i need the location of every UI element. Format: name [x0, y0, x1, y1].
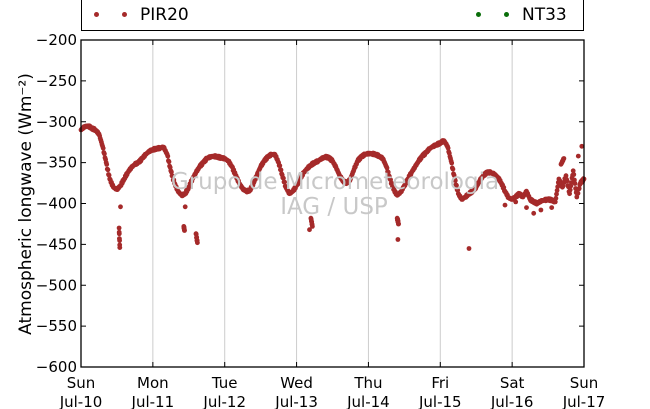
data-point-pir20 — [395, 237, 401, 242]
data-point-pir20 — [552, 199, 558, 205]
data-point-pir20 — [553, 195, 559, 201]
x-axis: SunJul-10MonJul-11TueJul-12WedJul-13ThuJ… — [59, 40, 606, 409]
data-point-pir20 — [466, 246, 472, 251]
data-point-pir20 — [524, 205, 529, 211]
data-point-pir20 — [531, 210, 537, 216]
data-point-pir20 — [310, 224, 315, 229]
data-point-pir20 — [282, 179, 287, 185]
legend-label-nt33: NT33 — [522, 5, 567, 25]
data-point-pir20 — [104, 162, 110, 167]
x-tick-label-day: Fri — [431, 374, 449, 392]
data-point-pir20 — [567, 187, 573, 193]
x-tick-label-day: Sat — [500, 374, 525, 392]
data-point-pir20 — [575, 153, 581, 159]
y-tick-label: −450 — [36, 235, 77, 253]
legend-entry-nt33: NT33 — [476, 1, 567, 29]
data-point-pir20 — [561, 156, 567, 161]
data-point-pir20 — [572, 181, 578, 186]
data-point-pir20 — [166, 159, 172, 165]
data-point-pir20 — [195, 240, 200, 246]
y-axis: −200 −250 −300 −350 −400 −450 −500 −550 −600 — [36, 31, 584, 376]
data-point-pir20 — [554, 188, 560, 193]
x-tick-label-date: Jul-12 — [202, 393, 246, 409]
data-point-pir20 — [549, 205, 555, 211]
data-point-pir20 — [554, 191, 559, 197]
data-point-pir20 — [117, 238, 122, 243]
data-point-pir20 — [567, 191, 572, 197]
data-point-pir20 — [106, 172, 112, 178]
y-tick-label: −400 — [36, 195, 77, 213]
watermark-line-2: IAG / USP — [280, 194, 388, 220]
data-point-pir20 — [513, 199, 519, 205]
data-point-pir20 — [560, 183, 566, 189]
x-tick-label-day: Tue — [211, 374, 238, 392]
data-point-pir20 — [396, 221, 401, 227]
watermark-line-1: Grupo de Micrometeorologia — [171, 169, 499, 195]
data-point-pir20 — [118, 204, 123, 210]
x-tick-label-date: Jul-10 — [59, 393, 103, 409]
x-tick-label-date: Jul-11 — [131, 393, 175, 409]
data-point-pir20 — [571, 172, 577, 177]
y-axis-label: Atmospheric longwave (Wm⁻²) — [16, 73, 36, 335]
data-point-pir20 — [445, 145, 451, 151]
y-tick-label: −300 — [36, 113, 77, 131]
data-point-pir20 — [169, 169, 174, 175]
legend-label-pir20: PIR20 — [140, 5, 189, 25]
legend-marker-nt33 — [476, 10, 510, 20]
data-point-pir20 — [451, 172, 457, 178]
data-point-pir20 — [278, 167, 284, 173]
legend: PIR20 NT33 — [81, 0, 584, 31]
data-point-pir20 — [105, 167, 111, 173]
y-tick-label: −600 — [36, 358, 77, 376]
data-point-pir20 — [182, 228, 187, 233]
x-tick-label-day: Wed — [280, 374, 313, 392]
data-point-pir20 — [384, 165, 390, 171]
x-tick-label-date: Jul-15 — [418, 393, 462, 409]
y-tick-label: −500 — [36, 276, 77, 294]
x-tick-label-date: Jul-14 — [346, 393, 390, 409]
data-point-pir20 — [454, 183, 459, 188]
x-tick-label-date: Jul-13 — [274, 393, 318, 409]
data-point-pir20 — [452, 178, 458, 184]
x-tick-label-day: Sun — [570, 374, 599, 392]
data-point-pir20 — [502, 202, 508, 208]
legend-entry-pir20: PIR20 — [94, 1, 189, 29]
data-point-pir20 — [563, 173, 569, 179]
data-point-pir20 — [449, 160, 455, 166]
x-tick-label-date: Jul-17 — [562, 393, 606, 409]
data-point-pir20 — [170, 173, 176, 179]
data-point-pir20 — [116, 231, 122, 237]
y-tick-label: −250 — [36, 72, 77, 90]
data-point-pir20 — [555, 184, 561, 190]
x-tick-label-day: Thu — [353, 374, 382, 392]
data-point-pir20 — [538, 207, 544, 213]
watermark: Grupo de Micrometeorologia IAG / USP — [171, 169, 499, 220]
data-point-pir20 — [182, 204, 188, 210]
data-point-pir20 — [564, 178, 570, 184]
x-tick-label-date: Jul-16 — [490, 393, 534, 409]
data-point-pir20 — [579, 143, 585, 149]
y-tick-label: −550 — [36, 317, 77, 335]
data-point-pir20 — [450, 166, 456, 172]
data-point-pir20 — [102, 151, 107, 157]
data-point-pir20 — [570, 168, 576, 174]
data-point-pir20 — [575, 190, 581, 196]
y-tick-label: −350 — [36, 154, 77, 172]
x-tick-label-day: Sun — [67, 374, 96, 392]
data-point-pir20 — [281, 175, 286, 181]
y-tick-label: −200 — [36, 31, 77, 49]
data-point-pir20 — [307, 227, 312, 233]
data-point-pir20 — [117, 245, 123, 251]
data-point-pir20 — [576, 186, 582, 191]
data-points — [78, 123, 587, 251]
data-point-pir20 — [116, 225, 122, 231]
x-tick-label-day: Mon — [137, 374, 169, 392]
data-point-pir20 — [165, 153, 171, 159]
grid — [152, 40, 513, 367]
data-point-pir20 — [277, 163, 283, 169]
legend-marker-pir20 — [94, 10, 128, 20]
data-point-pir20 — [100, 145, 106, 151]
